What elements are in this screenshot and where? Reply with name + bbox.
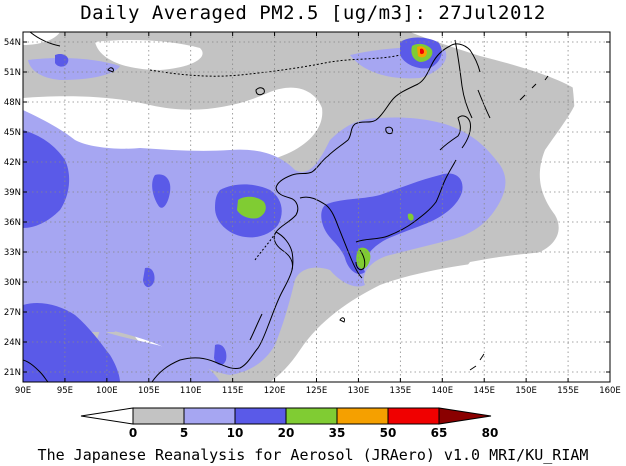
colorbar-segment [183, 407, 236, 425]
lon-tick-label: 155E [557, 386, 579, 396]
colorbar-segment [132, 407, 185, 425]
colorbar-segment [234, 407, 287, 425]
lat-tick-label: 54N [4, 38, 21, 48]
colorbar-label: 80 [482, 426, 499, 440]
lat-tick-label: 51N [4, 68, 21, 78]
lat-tick-label: 36N [4, 218, 21, 228]
figure-credit: The Japanese Reanalysis for Aerosol (JRA… [37, 446, 589, 464]
colorbar-label: 50 [380, 426, 397, 440]
lat-tick-label: 45N [4, 128, 21, 138]
lon-tick-label: 110E [180, 386, 202, 396]
lat-tick-label: 30N [4, 278, 21, 288]
lon-tick-label: 130E [348, 386, 370, 396]
colorbar-max-arrow [438, 407, 492, 425]
colorbar-label: 35 [329, 426, 346, 440]
colorbar-min-arrow [80, 407, 134, 425]
lon-tick-label: 135E [390, 386, 412, 396]
lon-tick-label: 145E [473, 386, 495, 396]
lon-tick-label: 160E [599, 386, 621, 396]
pm25-field-20-35 [23, 37, 463, 382]
figure-title: Daily Averaged PM2.5 [ug/m3]: 27Jul2012 [80, 2, 546, 24]
lat-tick-label: 27N [4, 308, 21, 318]
lat-tick-label: 48N [4, 98, 21, 108]
lon-tick-label: 140E [431, 386, 453, 396]
lat-tick-label: 21N [4, 368, 21, 378]
colorbar-label: 10 [227, 426, 244, 440]
colorbar-label: 0 [129, 426, 137, 440]
lon-tick-label: 90E [15, 386, 31, 396]
lon-tick-label: 125E [306, 386, 328, 396]
lat-tick-label: 24N [4, 338, 21, 348]
colorbar-label: 20 [278, 426, 295, 440]
colorbar-segment [285, 407, 338, 425]
lon-tick-label: 150E [515, 386, 537, 396]
lon-tick-label: 95E [57, 386, 73, 396]
colorbar-segment [387, 407, 440, 425]
lat-tick-label: 42N [4, 158, 21, 168]
lon-tick-label: 120E [264, 386, 286, 396]
lon-tick-label: 115E [222, 386, 244, 396]
colorbar-segment [336, 407, 389, 425]
colorbar-label: 5 [180, 426, 188, 440]
lon-tick-label: 100E [96, 386, 118, 396]
borders [149, 54, 401, 261]
colorbar-label: 65 [431, 426, 448, 440]
lat-tick-label: 33N [4, 248, 21, 258]
graticule [23, 32, 610, 382]
coastlines [23, 32, 549, 382]
axis-ticks: 90E 95E 100E 105E 110E 115E 120E 125E 130E 135E 14… [4, 32, 621, 396]
lon-tick-label: 105E [138, 386, 160, 396]
colorbar: 0 5 10 20 35 50 65 80 [80, 407, 499, 440]
lat-tick-label: 39N [4, 188, 21, 198]
pm25-field-50-80 [417, 46, 427, 58]
